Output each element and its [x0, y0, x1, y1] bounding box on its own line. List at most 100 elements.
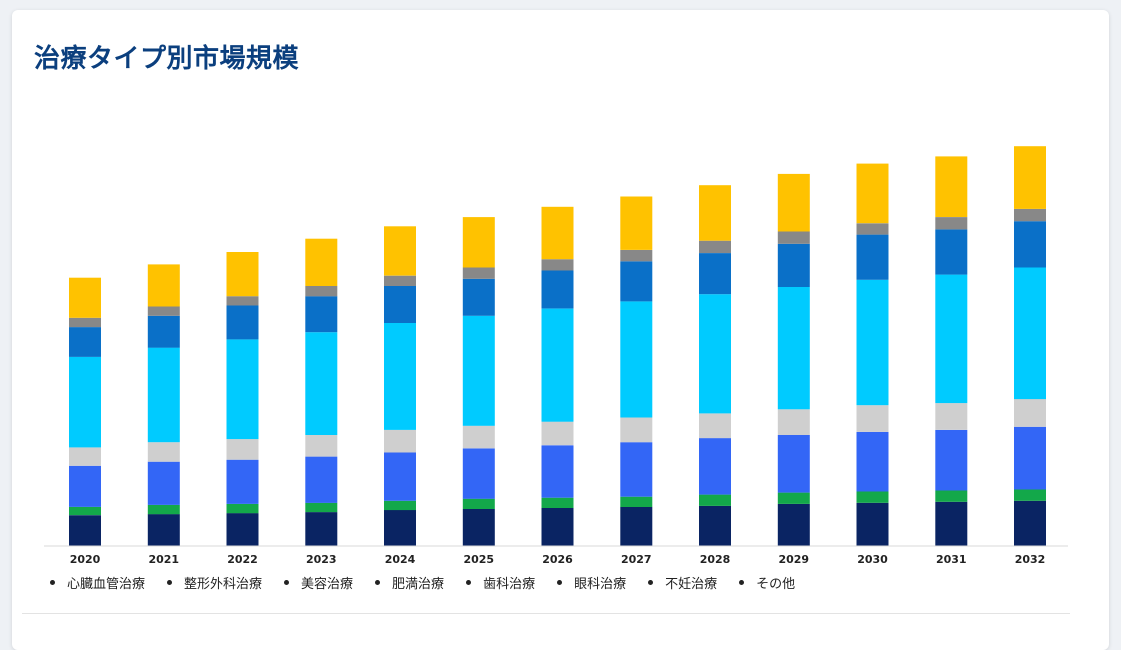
- legend-item: 心臓血管治療: [50, 573, 145, 592]
- bar-segment: [541, 259, 574, 271]
- bar-segment: [620, 442, 653, 497]
- bar-segment: [699, 185, 731, 241]
- legend-item: 不妊治療: [648, 573, 717, 592]
- bar-segment: [541, 206, 574, 260]
- bar-segment: [384, 452, 416, 501]
- x-tick-label: 2032: [1015, 553, 1046, 566]
- bar-segment: [541, 270, 574, 309]
- bar-segment: [699, 413, 731, 439]
- bar-segment: [935, 403, 968, 430]
- legend-bullet-icon: [648, 580, 654, 585]
- bar-segment: [226, 439, 259, 460]
- bar-segment: [856, 502, 889, 546]
- bar-segment: [856, 431, 889, 492]
- bar-segment: [777, 173, 810, 232]
- bar-segment: [541, 497, 574, 508]
- legend-label: その他: [756, 577, 796, 592]
- bar-segment: [777, 243, 810, 287]
- bar-segment: [384, 286, 416, 323]
- bar-segment: [856, 405, 889, 432]
- bar-segment: [305, 502, 338, 513]
- bar-segment: [384, 226, 416, 276]
- bar-segment: [856, 223, 889, 235]
- bar-segment: [462, 278, 495, 316]
- x-tick-label: 2023: [306, 553, 337, 566]
- bar-segment: [935, 274, 968, 404]
- bar-segment: [462, 315, 495, 426]
- bar-segment: [620, 506, 653, 546]
- legend-bullet-icon: [284, 580, 290, 585]
- bar-segment: [226, 459, 259, 504]
- bar-segment: [620, 196, 653, 250]
- legend-label: 歯科治療: [483, 577, 536, 592]
- bar-segment: [384, 275, 416, 286]
- bar-segment: [1014, 399, 1046, 427]
- bar-segment: [226, 339, 259, 440]
- bar-segment: [699, 438, 731, 495]
- bar-segment: [699, 253, 731, 295]
- x-tick-label: 2029: [778, 553, 809, 566]
- x-tick-label: 2026: [542, 553, 573, 566]
- legend-item: 整形外科治療: [167, 573, 262, 592]
- bar-segment: [935, 229, 968, 275]
- bar-segment: [226, 513, 259, 546]
- legend-bullet-icon: [739, 580, 745, 585]
- bar-segment: [147, 347, 180, 443]
- bar-segment: [620, 417, 653, 443]
- x-tick-label: 2025: [463, 553, 494, 566]
- bar-segment: [462, 509, 495, 546]
- bar-segment: [305, 238, 338, 286]
- bar-segment: [462, 217, 495, 268]
- bar-segment: [384, 323, 416, 430]
- bar-segment: [699, 240, 731, 253]
- bar-segment: [305, 296, 338, 333]
- bar-segment: [69, 465, 101, 507]
- bar-segment: [777, 492, 810, 504]
- bar-segment: [777, 231, 810, 244]
- bar-segment: [1014, 146, 1046, 209]
- x-tick-label: 2020: [70, 553, 101, 566]
- bar-segment: [147, 264, 180, 307]
- legend-item: 眼科治療: [557, 573, 626, 592]
- chart-title: 治療タイプ別市場規模: [34, 44, 300, 74]
- bar-segment: [69, 356, 101, 448]
- bar-segment: [69, 515, 101, 546]
- bar-segment: [69, 327, 101, 357]
- bar-segment: [620, 250, 653, 262]
- bar-segment: [305, 286, 338, 297]
- legend-label: 不妊治療: [665, 577, 718, 592]
- bar-segment: [541, 445, 574, 498]
- bar-segment: [462, 425, 495, 449]
- bar-segment: [305, 512, 338, 546]
- legend: 心臓血管治療 整形外科治療 美容治療 肥満治療 歯科治療 眼科治療 不妊治療 その他: [50, 573, 817, 592]
- bar-segment: [226, 305, 259, 340]
- bar-segment: [541, 421, 574, 446]
- bar-segment: [226, 296, 259, 306]
- bar-segment: [777, 409, 810, 435]
- bar-segment: [462, 498, 495, 509]
- x-axis-ticks: 2020 2021 2022 2023 2024 2025 2026 2027 2028 2029…: [70, 553, 1046, 566]
- legend-label: 心臓血管治療: [67, 577, 146, 592]
- x-tick-label: 2031: [936, 553, 967, 566]
- legend-label: 整形外科治療: [184, 577, 263, 592]
- bar-segment: [541, 508, 574, 546]
- x-tick-label: 2028: [700, 553, 731, 566]
- bar-segment: [935, 217, 968, 230]
- bar-segment: [147, 504, 180, 515]
- bar-segment: [305, 332, 338, 435]
- bar-segment: [305, 456, 338, 503]
- bar-segment: [699, 494, 731, 506]
- legend-label: 肥満治療: [392, 577, 445, 592]
- bar-segment: [856, 279, 889, 406]
- bar-segment: [147, 442, 180, 462]
- bar-segment: [699, 294, 731, 414]
- x-tick-label: 2027: [621, 553, 652, 566]
- bar-segment: [147, 315, 180, 348]
- legend-bullet-icon: [50, 580, 55, 585]
- bar-segment: [305, 435, 338, 457]
- bars-group: [69, 146, 1046, 546]
- bar-segment: [147, 514, 180, 546]
- bar-segment: [147, 461, 180, 505]
- bar-segment: [1014, 267, 1046, 400]
- bar-segment: [69, 447, 101, 466]
